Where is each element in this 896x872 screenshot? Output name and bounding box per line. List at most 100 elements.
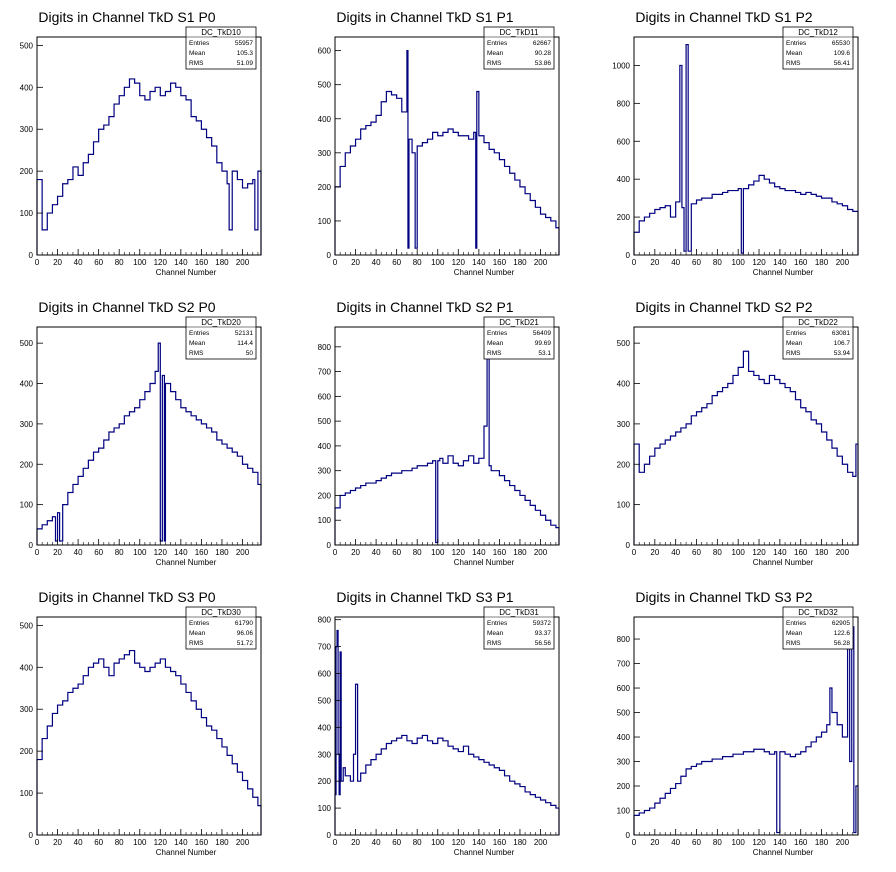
x-tick-label: 0 xyxy=(333,258,338,267)
y-tick-label: 0 xyxy=(626,541,631,550)
y-tick-label: 100 xyxy=(318,516,332,525)
stats-value: 56.41 xyxy=(834,60,851,67)
stats-label: Mean xyxy=(786,630,803,637)
y-tick-label: 400 xyxy=(318,723,332,732)
x-tick-label: 80 xyxy=(115,548,124,557)
y-tick-label: 0 xyxy=(29,831,34,840)
x-tick-label: 160 xyxy=(195,548,209,557)
y-tick-label: 400 xyxy=(318,442,332,451)
x-tick-label: 100 xyxy=(133,548,147,557)
stats-box xyxy=(782,26,854,70)
x-tick-label: 40 xyxy=(671,548,680,557)
stats-label: Mean xyxy=(487,630,504,637)
x-tick-label: 160 xyxy=(195,838,209,847)
y-tick-label: 1000 xyxy=(612,61,630,70)
x-tick-label: 80 xyxy=(413,258,422,267)
stats-name: DC_TkD22 xyxy=(798,318,838,327)
x-axis-label: Channel Number xyxy=(156,558,217,567)
x-tick-label: 140 xyxy=(773,258,787,267)
y-tick-label: 300 xyxy=(20,420,34,429)
y-tick-label: 100 xyxy=(20,209,34,218)
x-tick-label: 180 xyxy=(513,838,527,847)
stats-value: 55957 xyxy=(235,40,253,47)
histogram-series-line xyxy=(334,629,560,835)
y-tick-label: 200 xyxy=(318,777,332,786)
x-tick-label: 20 xyxy=(650,548,659,557)
plot-frame xyxy=(36,326,262,546)
histogram-series-line xyxy=(334,50,560,255)
plot-frame xyxy=(334,616,560,836)
x-tick-label: 120 xyxy=(154,838,168,847)
x-tick-label: 40 xyxy=(372,838,381,847)
histogram-panel-0: Digits in Channel TkD S1 P0 0 20 40 60 80 100 1… xyxy=(20,9,262,277)
x-tick-label: 120 xyxy=(452,548,466,557)
x-tick-label: 40 xyxy=(372,258,381,267)
stats-value: 65530 xyxy=(832,40,850,47)
x-tick-label: 60 xyxy=(392,838,401,847)
histogram-panel-6: Digits in Channel TkD S3 P0 0 20 40 60 80 100 1… xyxy=(20,589,262,857)
x-tick-label: 140 xyxy=(773,548,787,557)
x-tick-label: 100 xyxy=(431,838,445,847)
x-tick-label: 20 xyxy=(53,838,62,847)
stats-value: 56.28 xyxy=(834,640,851,647)
y-tick-label: 100 xyxy=(20,789,34,798)
plot-frame xyxy=(334,36,560,256)
stats-label: Entries xyxy=(487,330,508,337)
y-tick-label: 0 xyxy=(29,541,34,550)
x-tick-label: 0 xyxy=(632,838,637,847)
x-tick-label: 180 xyxy=(815,838,829,847)
y-tick-label: 200 xyxy=(318,183,332,192)
panel-title: Digits in Channel TkD S3 P2 xyxy=(635,589,812,605)
y-tick-label: 200 xyxy=(617,213,631,222)
panel-title: Digits in Channel TkD S1 P0 xyxy=(38,9,215,25)
y-tick-label: 300 xyxy=(617,420,631,429)
y-tick-label: 500 xyxy=(318,81,332,90)
panel-title: Digits in Channel TkD S3 P0 xyxy=(38,589,215,605)
y-tick-label: 300 xyxy=(318,149,332,158)
y-tick-label: 200 xyxy=(20,167,34,176)
stats-value: 105.3 xyxy=(237,50,254,57)
y-tick-label: 300 xyxy=(318,750,332,759)
x-axis-label: Channel Number xyxy=(753,268,814,277)
histogram-series-line xyxy=(36,78,262,255)
x-tick-label: 160 xyxy=(493,258,507,267)
x-tick-label: 80 xyxy=(413,838,422,847)
plot-frame xyxy=(334,326,560,546)
histogram-series-line xyxy=(633,43,859,255)
stats-label: RMS xyxy=(786,640,801,647)
x-tick-label: 140 xyxy=(174,838,188,847)
stats-value: 53.86 xyxy=(535,60,552,67)
stats-label: Entries xyxy=(786,620,807,627)
x-tick-label: 160 xyxy=(493,838,507,847)
y-tick-label: 600 xyxy=(318,47,332,56)
histogram-series-line xyxy=(36,649,262,835)
x-tick-label: 40 xyxy=(671,838,680,847)
stats-value: 53.1 xyxy=(538,350,551,357)
plot-frame xyxy=(633,616,859,836)
x-tick-label: 20 xyxy=(53,548,62,557)
histogram-panel-3: Digits in Channel TkD S2 P0 0 20 40 60 80 100 1… xyxy=(20,299,262,567)
x-tick-label: 20 xyxy=(650,838,659,847)
x-tick-label: 0 xyxy=(35,838,40,847)
y-tick-label: 500 xyxy=(318,417,332,426)
histogram-panel-2: Digits in Channel TkD S1 P2 0 20 40 60 80 100 1… xyxy=(612,9,859,277)
y-tick-label: 400 xyxy=(617,733,631,742)
stats-value: 52131 xyxy=(235,330,253,337)
stats-box xyxy=(185,316,257,360)
x-tick-label: 200 xyxy=(836,258,850,267)
y-tick-label: 600 xyxy=(617,684,631,693)
stats-label: RMS xyxy=(487,640,502,647)
stats-box xyxy=(782,316,854,360)
x-tick-label: 0 xyxy=(632,548,637,557)
stats-value: 56409 xyxy=(533,330,551,337)
histogram-panel-5: Digits in Channel TkD S2 P2 0 20 40 60 80 100 1… xyxy=(617,299,859,567)
x-tick-label: 40 xyxy=(74,838,83,847)
stats-name: DC_TkD20 xyxy=(201,318,241,327)
x-tick-label: 100 xyxy=(133,838,147,847)
x-axis-label: Channel Number xyxy=(454,558,515,567)
x-tick-label: 180 xyxy=(513,258,527,267)
y-tick-label: 800 xyxy=(617,99,631,108)
x-tick-label: 200 xyxy=(236,548,250,557)
x-tick-label: 160 xyxy=(794,838,808,847)
y-tick-label: 400 xyxy=(20,380,34,389)
